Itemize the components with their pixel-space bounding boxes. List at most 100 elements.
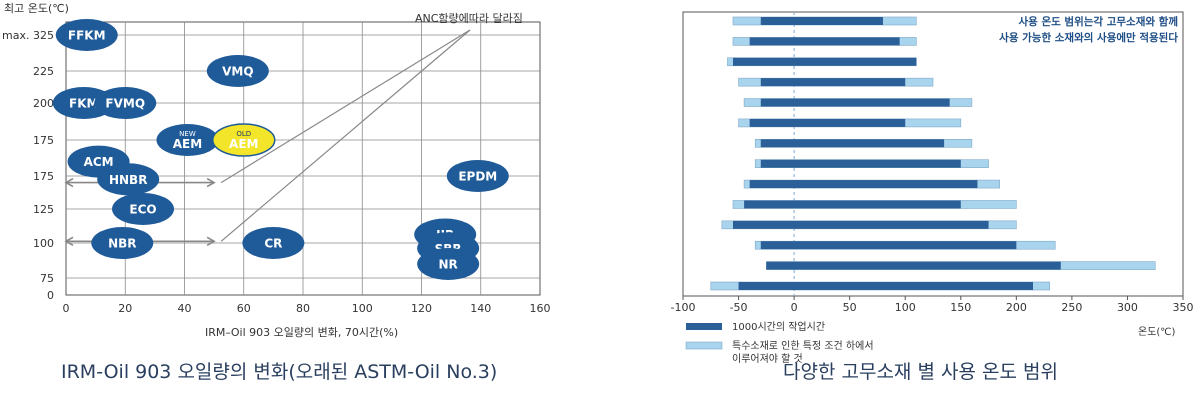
point-marker	[94, 87, 157, 119]
point-nbr: NBR	[91, 227, 154, 259]
legend-label-standard: 1000시간의 작업시간	[732, 320, 825, 333]
point-marker	[206, 55, 269, 87]
oil-swell-chart: 최고 온도(℃) max. 325 225 200 175 175 125 100 75 0 0…	[2, 2, 550, 383]
x-tick-labels: 0 20 40 60 80 100 120 140 160	[63, 302, 551, 315]
x-tick-label: -50	[730, 301, 748, 314]
point-marker	[97, 163, 160, 196]
y-tick-label: 125	[33, 203, 54, 216]
annotation-line: 사용 온도 범위는각 고무소재와 함께	[1018, 15, 1178, 28]
x-tick-label: 300	[1117, 301, 1138, 314]
point-marker	[446, 160, 509, 192]
y-tick-label: 75	[40, 272, 54, 285]
x-tick-label: 80	[296, 302, 310, 315]
bar-standard	[744, 200, 961, 209]
x-tick-label: 350	[1173, 301, 1194, 314]
point-marker	[212, 123, 276, 157]
y-tick-label: 100	[33, 237, 54, 250]
legend-swatch-standard	[686, 323, 722, 330]
point-label: FKM	[69, 97, 98, 111]
point-label: FFKM	[68, 29, 106, 43]
legend-label-extended: 이루어져야 할 것	[732, 353, 803, 365]
point-marker	[55, 19, 118, 51]
point-cr: CR	[242, 227, 305, 259]
bar-standard	[760, 98, 950, 107]
point-hnbr: HNBR	[97, 163, 160, 196]
caption: 다양한 고무소재 별 사용 온도 범위	[783, 361, 1058, 383]
x-tick-label: 50	[843, 301, 857, 314]
point-marker	[91, 227, 154, 259]
x-tick-label: 20	[118, 302, 132, 315]
x-tick-label: -100	[671, 301, 696, 314]
point-epdm: EPDM	[446, 160, 509, 192]
bars	[710, 12, 1156, 296]
x-tick-labels: -100 -50 0 50 100 150 200 250 300 350	[671, 296, 1194, 314]
point-label: ACM	[84, 155, 114, 169]
bar-standard	[749, 37, 900, 46]
point-label: EPDM	[458, 170, 497, 184]
plot-frame	[682, 11, 1184, 297]
y-tick-label: 175	[33, 134, 54, 147]
bar-standard	[760, 17, 883, 25]
arrows	[64, 29, 471, 246]
y-tick-label: 200	[33, 97, 54, 110]
annotation-leader	[220, 29, 471, 242]
bar-standard	[760, 78, 906, 87]
x-tick-label: 160	[530, 302, 551, 315]
y-tick-label: max. 325	[2, 29, 54, 42]
arrow-head-right	[206, 236, 216, 246]
point-label: AEM	[173, 137, 202, 151]
annotation-line: 사용 가능한 소재와의 사용에만 적용된다	[999, 31, 1178, 44]
bar-standard	[738, 282, 1033, 290]
y-tick-labels: max. 325 225 200 175 175 125 100 75 0	[2, 29, 54, 302]
x-axis-label: 온도(℃)	[1138, 326, 1176, 338]
annotation: ANC함량에따라 달라짐	[415, 12, 523, 25]
caption: IRM-Oil 903 오일량의 변화(오래된 ASTM-Oil No.3)	[61, 361, 497, 383]
arrow-head-right	[206, 177, 216, 188]
y-tick-label: 0	[47, 289, 54, 302]
legend-swatch-extended	[685, 341, 723, 350]
x-tick-label: 60	[237, 302, 251, 315]
x-tick-label: 100	[352, 302, 373, 315]
point-ffkm: FFKM	[55, 19, 118, 51]
point-marker	[156, 124, 219, 156]
point-label: FVMQ	[105, 97, 145, 111]
x-tick-label: 120	[411, 302, 432, 315]
point-marker	[417, 248, 480, 280]
bar-standard	[760, 159, 961, 168]
y-axis-label: 최고 온도(℃)	[4, 2, 69, 15]
bar-standard	[766, 261, 1061, 270]
point-marker	[112, 193, 175, 225]
point-fvmq: FVMQ	[94, 87, 157, 119]
arrow-head-left	[64, 236, 74, 246]
bar-standard	[733, 220, 989, 229]
point-label: ECO	[129, 203, 156, 217]
x-tick-label: 150	[950, 301, 971, 314]
point-sup-label: OLD	[236, 130, 251, 138]
point-label: NBR	[108, 237, 136, 251]
point-eco: ECO	[112, 193, 175, 225]
temperature-range-chart: -100 -50 0 50 100 150 200 250 300 350 사용 온도 범위는각 …	[671, 11, 1194, 383]
point-marker	[242, 227, 305, 259]
x-tick-label: 0	[791, 301, 798, 314]
x-axis-label: IRM–Oil 903 오일량의 변화, 70시간(%)	[205, 325, 398, 339]
point-label: HNBR	[109, 173, 147, 187]
x-tick-label: 100	[895, 301, 916, 314]
bar-standard	[733, 57, 917, 66]
y-tick-label: 175	[33, 170, 54, 183]
point-label: CR	[264, 237, 282, 251]
point-label: AEM	[229, 137, 258, 151]
point-label: VMQ	[222, 65, 253, 79]
x-tick-label: 0	[63, 302, 70, 315]
annotation-leader	[220, 29, 471, 184]
point-nr: NR	[417, 248, 480, 280]
point-label: NR	[439, 258, 458, 272]
bar-standard	[749, 118, 906, 127]
bar-standard	[760, 139, 945, 148]
legend-label-extended: 특수소재로 인한 특정 조건 하에서	[732, 339, 874, 352]
arrow-head-left	[64, 177, 74, 188]
y-tick-label: 225	[33, 65, 54, 78]
